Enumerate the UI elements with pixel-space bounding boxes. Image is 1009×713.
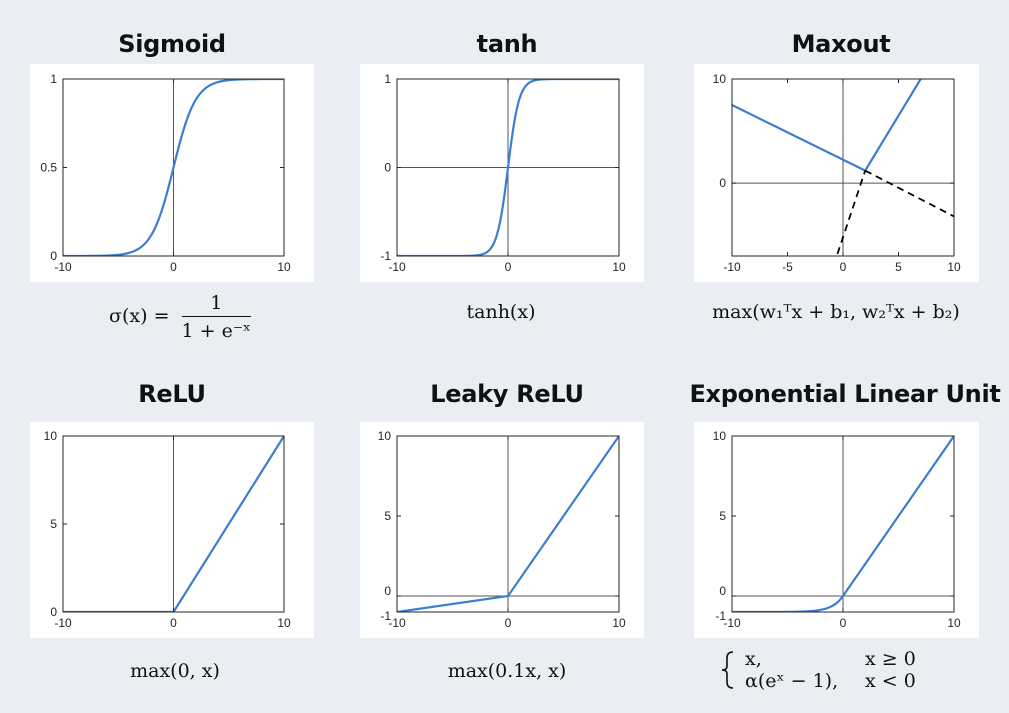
panel-title-elu: Exponential Linear Unit bbox=[689, 380, 1001, 408]
panel-title-relu: ReLU bbox=[138, 380, 206, 408]
formula-elu-case2-cond: x < 0 bbox=[865, 670, 916, 692]
y-tick-label: 5 bbox=[384, 509, 391, 523]
series-line bbox=[397, 436, 619, 612]
y-tick-label: -1 bbox=[380, 609, 391, 623]
formula-sigmoid-lhs: σ(x) = bbox=[109, 305, 170, 327]
formula-sigmoid-fraction: 1 1 + e⁻ˣ bbox=[181, 292, 251, 342]
y-tick-label: 0 bbox=[50, 249, 57, 263]
panel-title-leaky-relu: Leaky ReLU bbox=[430, 380, 584, 408]
x-tick-label: -10 bbox=[723, 616, 741, 630]
x-tick-label: 0 bbox=[170, 260, 177, 274]
y-tick-label: 5 bbox=[50, 517, 57, 531]
y-tick-label: 10 bbox=[713, 72, 727, 86]
formula-tanh: tanh(x) bbox=[466, 301, 536, 323]
y-tick-label: 1 bbox=[50, 72, 57, 86]
x-tick-label: 10 bbox=[277, 260, 291, 274]
panel-title-maxout: Maxout bbox=[791, 30, 891, 58]
formula-leaky-relu: max(0.1x, x) bbox=[447, 660, 567, 682]
formula-elu-case1-cond: x ≥ 0 bbox=[865, 648, 916, 670]
series-segment-1 bbox=[864, 79, 922, 172]
formula-sigmoid-numerator: 1 bbox=[181, 292, 251, 317]
y-tick-label: 0 bbox=[384, 584, 391, 598]
series-segment-0 bbox=[732, 104, 866, 172]
x-tick-label: 10 bbox=[947, 260, 961, 274]
y-tick-label: 0 bbox=[384, 161, 391, 175]
plot-background-leaky-relu bbox=[360, 422, 644, 638]
series-segment-2 bbox=[836, 170, 867, 255]
y-tick-label: -1 bbox=[380, 249, 391, 263]
y-tick-label: 0 bbox=[50, 605, 57, 619]
plot-background-tanh bbox=[360, 64, 644, 282]
x-tick-label: 10 bbox=[612, 616, 626, 630]
x-tick-label: -5 bbox=[782, 260, 793, 274]
y-tick-label: 10 bbox=[378, 429, 392, 443]
plot-background-relu bbox=[30, 422, 314, 638]
series-line bbox=[63, 436, 284, 612]
y-tick-label: 0 bbox=[719, 176, 726, 190]
y-tick-label: 1 bbox=[384, 72, 391, 86]
x-tick-label: 0 bbox=[505, 260, 512, 274]
x-tick-label: 5 bbox=[895, 260, 902, 274]
x-tick-label: 10 bbox=[277, 616, 291, 630]
y-tick-label: -1 bbox=[715, 609, 726, 623]
panel-title-sigmoid: Sigmoid bbox=[118, 30, 226, 58]
series-line bbox=[397, 79, 619, 256]
x-tick-label: -10 bbox=[54, 260, 72, 274]
y-tick-label: 0 bbox=[719, 584, 726, 598]
formula-maxout: max(w₁ᵀx + b₁, w₂ᵀx + b₂) bbox=[712, 301, 960, 323]
plot-background-maxout bbox=[694, 64, 979, 282]
y-tick-label: 10 bbox=[713, 429, 727, 443]
x-tick-label: -10 bbox=[388, 260, 406, 274]
x-tick-label: 0 bbox=[505, 616, 512, 630]
formula-elu: x, x ≥ 0 α(eˣ − 1), x < 0 bbox=[689, 648, 1009, 692]
x-tick-label: 0 bbox=[170, 616, 177, 630]
y-tick-label: 0.5 bbox=[40, 161, 57, 175]
y-tick-label: 10 bbox=[44, 429, 58, 443]
x-tick-label: 0 bbox=[840, 260, 847, 274]
formula-sigmoid-denominator: 1 + e⁻ˣ bbox=[181, 320, 251, 342]
x-tick-label: 10 bbox=[612, 260, 626, 274]
x-tick-label: 10 bbox=[947, 616, 961, 630]
x-tick-label: -10 bbox=[388, 616, 406, 630]
formula-elu-case2-expr: α(eˣ − 1), bbox=[745, 670, 839, 692]
panel-title-tanh: tanh bbox=[476, 30, 538, 58]
formula-elu-cases: x, x ≥ 0 α(eˣ − 1), x < 0 bbox=[745, 648, 916, 692]
series-segment-3 bbox=[864, 169, 954, 218]
y-tick-label: 5 bbox=[719, 509, 726, 523]
formula-elu-case1-expr: x, bbox=[745, 648, 762, 670]
formula-sigmoid: σ(x) = 1 1 + e⁻ˣ bbox=[30, 292, 330, 342]
formula-relu: max(0, x) bbox=[130, 660, 220, 682]
x-tick-label: -10 bbox=[723, 260, 741, 274]
x-tick-label: 0 bbox=[840, 616, 847, 630]
x-tick-label: -10 bbox=[54, 616, 72, 630]
formula-elu-brace bbox=[717, 650, 739, 690]
